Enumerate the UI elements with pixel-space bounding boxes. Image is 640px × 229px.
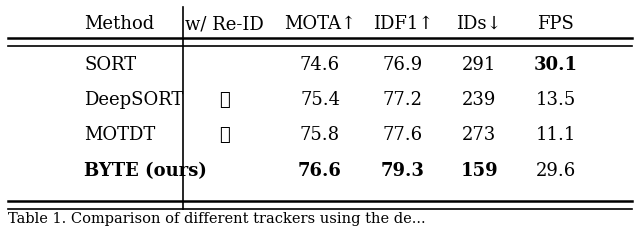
Text: IDs↓: IDs↓ — [456, 15, 502, 33]
Text: DeepSORT: DeepSORT — [84, 91, 184, 109]
Text: Table 1. Comparison of different trackers using the de...: Table 1. Comparison of different tracker… — [8, 211, 426, 225]
Text: 75.8: 75.8 — [300, 126, 340, 144]
Text: 159: 159 — [461, 161, 498, 179]
Text: 79.3: 79.3 — [381, 161, 425, 179]
Text: 291: 291 — [462, 56, 497, 74]
Text: 75.4: 75.4 — [300, 91, 340, 109]
Text: SORT: SORT — [84, 56, 136, 74]
Text: 13.5: 13.5 — [536, 91, 576, 109]
Text: 76.6: 76.6 — [298, 161, 342, 179]
Text: 77.6: 77.6 — [383, 126, 423, 144]
Text: 273: 273 — [462, 126, 497, 144]
Text: 76.9: 76.9 — [383, 56, 423, 74]
Text: MOTA↑: MOTA↑ — [284, 15, 356, 33]
Text: FPS: FPS — [538, 15, 574, 33]
Text: ✓: ✓ — [219, 126, 230, 144]
Text: Method: Method — [84, 15, 154, 33]
Text: 239: 239 — [462, 91, 497, 109]
Text: MOTDT: MOTDT — [84, 126, 156, 144]
Text: 74.6: 74.6 — [300, 56, 340, 74]
Text: ✓: ✓ — [219, 91, 230, 109]
Text: 30.1: 30.1 — [534, 56, 578, 74]
Text: BYTE (ours): BYTE (ours) — [84, 161, 207, 179]
Text: 77.2: 77.2 — [383, 91, 423, 109]
Text: IDF1↑: IDF1↑ — [372, 15, 433, 33]
Text: 29.6: 29.6 — [536, 161, 576, 179]
Text: 11.1: 11.1 — [536, 126, 576, 144]
Text: w/ Re-ID: w/ Re-ID — [185, 15, 264, 33]
